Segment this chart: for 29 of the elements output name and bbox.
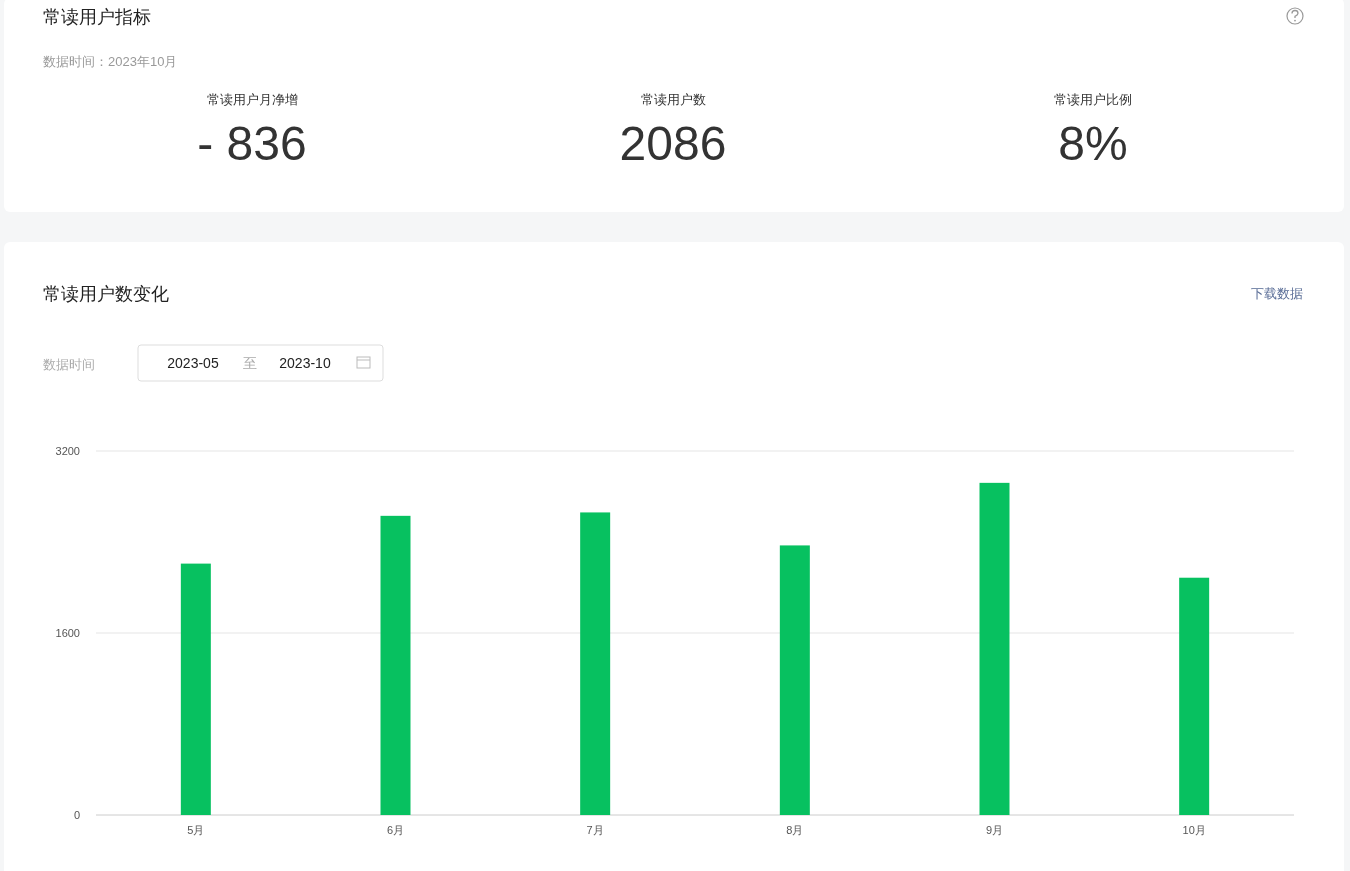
text: 至 — [243, 355, 257, 371]
bar — [580, 512, 611, 815]
x-tick-label: 8月 — [786, 824, 804, 836]
x-tick-label: 9月 — [985, 824, 1004, 836]
x-tick-label: 6月 — [386, 824, 405, 836]
bar — [180, 563, 211, 815]
text: 下载数据 — [1251, 286, 1303, 301]
bar — [979, 482, 1010, 815]
text: - 836 — [197, 117, 307, 170]
text: 2086 — [619, 117, 727, 170]
x-tick-label: 5月 — [187, 824, 205, 836]
category-label: 常读用户月净增 — [206, 92, 298, 107]
text: 2023-05 — [167, 355, 219, 371]
bar — [380, 515, 411, 815]
text: 常读用户指标 — [43, 7, 151, 27]
x-tick-label: 10月 — [1182, 824, 1206, 836]
text: 2023-10 — [279, 355, 331, 371]
y-tick-label: 0 — [73, 809, 80, 821]
text: 数据时间：2023年10月 — [43, 54, 178, 69]
bar — [1179, 577, 1210, 815]
chart-title: 常读用户数变化 — [43, 284, 169, 304]
y-tick-label: 1600 — [55, 627, 80, 639]
x-tick-label: 7月 — [586, 824, 604, 836]
text: 数据时间 — [43, 357, 95, 372]
category-label: 常读用户比例 — [1054, 92, 1132, 107]
text: 8% — [1058, 117, 1128, 170]
bar — [779, 545, 810, 815]
y-tick-label: 3200 — [55, 445, 80, 457]
category-label: 常读用户数 — [640, 92, 706, 107]
